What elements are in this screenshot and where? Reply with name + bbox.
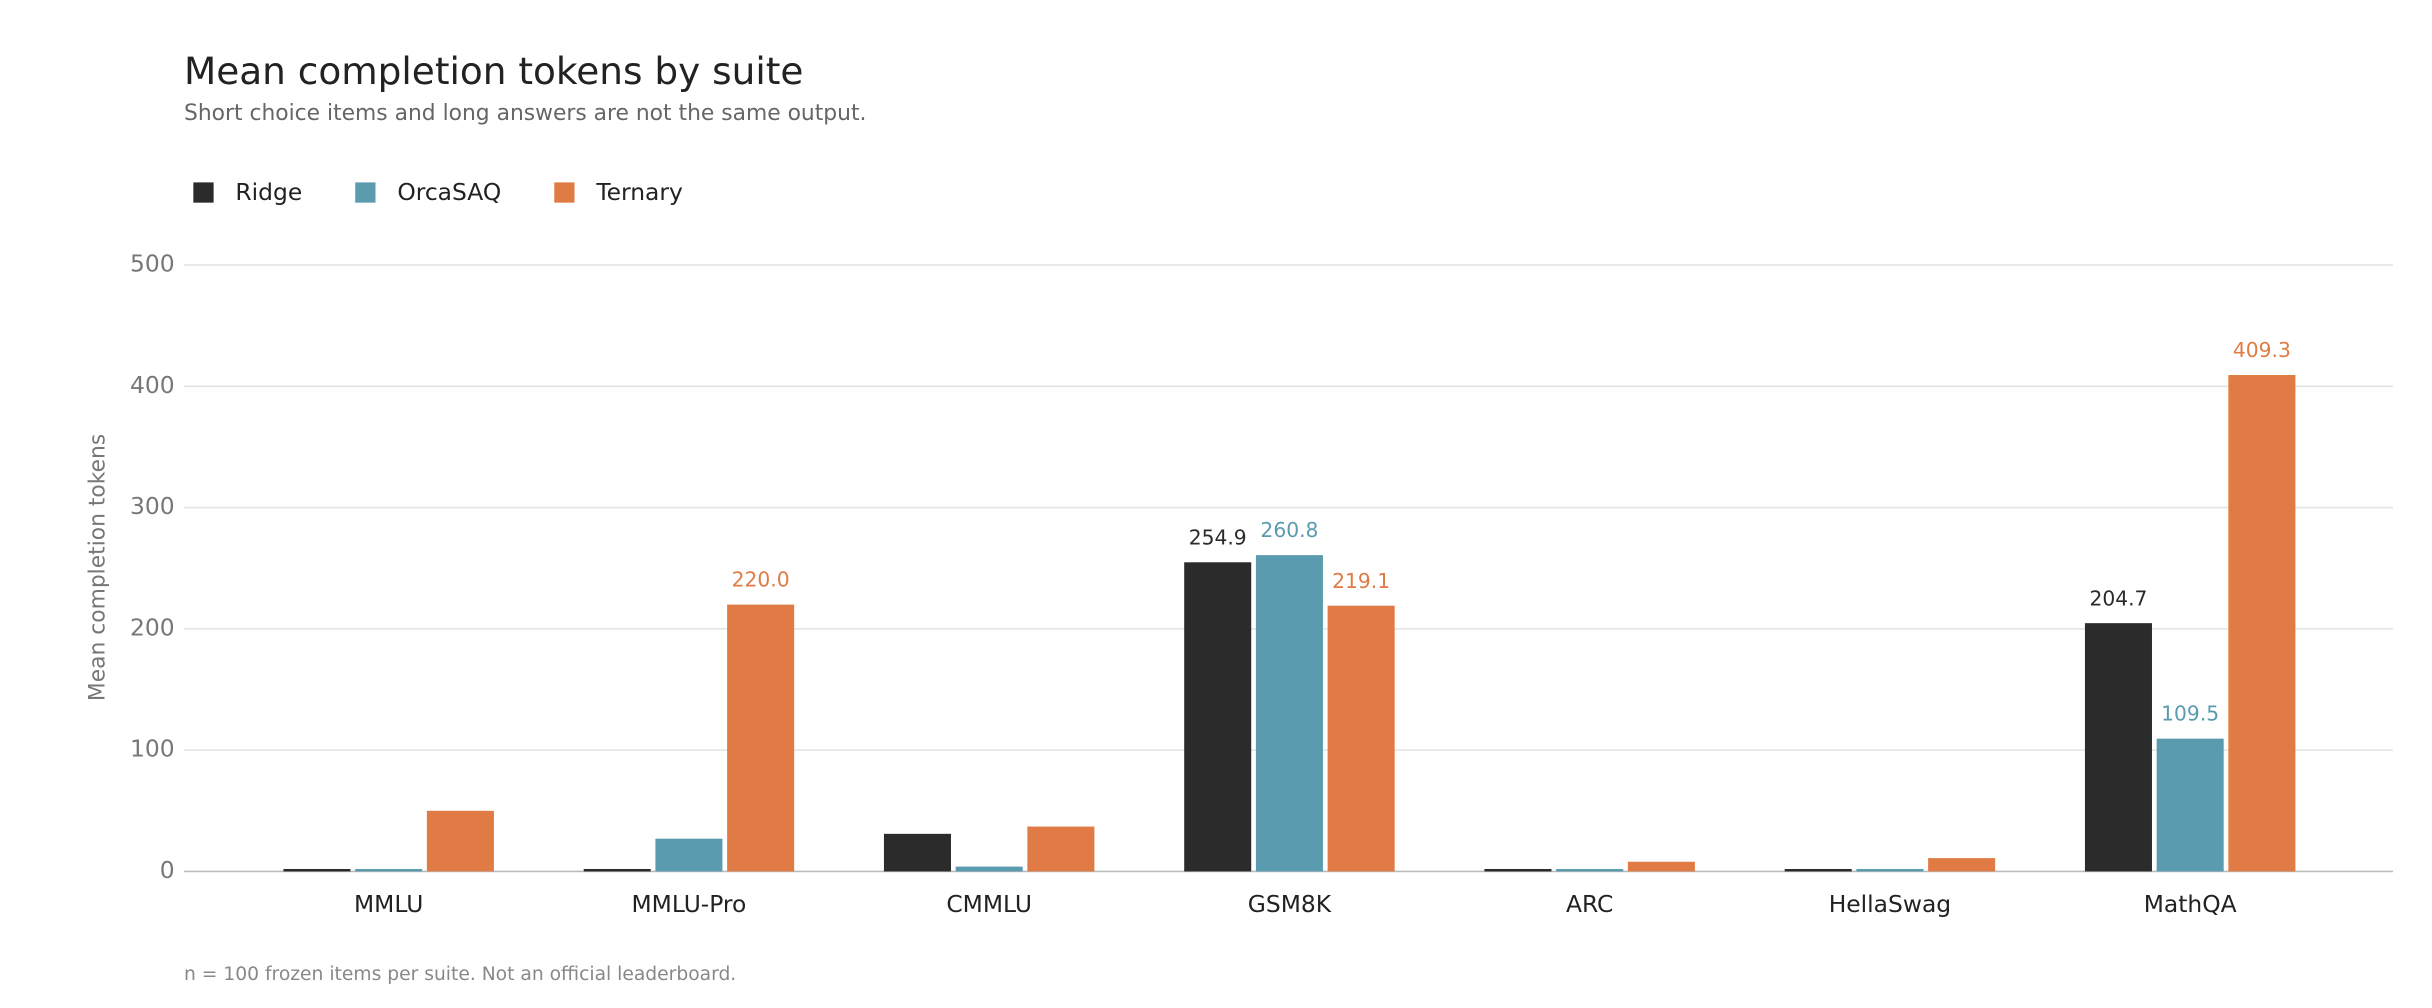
bar <box>355 869 423 872</box>
y-tick-label: 0 <box>160 856 175 884</box>
x-tick-label: HellaSwag <box>1829 890 1951 918</box>
legend-swatch <box>355 182 376 203</box>
bar <box>955 866 1023 872</box>
bar <box>727 604 795 872</box>
value-label: 254.9 <box>1189 525 1247 549</box>
value-label: 260.8 <box>1260 518 1318 542</box>
value-label: 220.0 <box>732 568 790 592</box>
legend-swatch <box>193 182 214 203</box>
bar <box>1928 858 1996 872</box>
legend-label: Ridge <box>235 178 302 206</box>
bar <box>1784 869 1852 872</box>
y-tick-label: 300 <box>130 492 175 520</box>
value-label: 204.7 <box>2089 586 2147 610</box>
y-tick-label: 200 <box>130 613 175 641</box>
bar <box>1184 562 1252 872</box>
x-tick-label: ARC <box>1566 890 1613 918</box>
bar <box>883 833 951 872</box>
y-axis-label: Mean completion tokens <box>85 434 110 701</box>
bar <box>1556 869 1624 872</box>
value-label: 109.5 <box>2161 702 2219 726</box>
bar <box>655 838 723 872</box>
bar <box>1327 605 1395 872</box>
bar <box>1255 555 1323 872</box>
bar <box>1627 861 1695 872</box>
bar <box>283 869 351 872</box>
bar <box>583 869 651 872</box>
x-tick-label: MathQA <box>2144 890 2237 918</box>
legend-label: Ternary <box>595 178 683 206</box>
x-tick-label: CMMLU <box>946 890 1032 918</box>
y-tick-label: 500 <box>130 250 175 278</box>
x-tick-label: GSM8K <box>1248 890 1332 918</box>
bar <box>1856 869 1924 872</box>
legend-label: OrcaSAQ <box>397 178 501 206</box>
chart-subtitle: Short choice items and long answers are … <box>184 101 866 126</box>
value-label: 219.1 <box>1332 569 1390 593</box>
x-tick-label: MMLU <box>354 890 423 918</box>
chart-title: Mean completion tokens by suite <box>184 49 803 93</box>
y-tick-label: 400 <box>130 371 175 399</box>
bar <box>2228 375 2296 872</box>
x-tick-label: MMLU-Pro <box>632 890 747 918</box>
value-label: 409.3 <box>2233 338 2291 362</box>
bar <box>1484 869 1552 872</box>
bar <box>426 810 494 872</box>
bar <box>2156 738 2224 872</box>
legend-swatch <box>554 182 575 203</box>
y-tick-label: 100 <box>130 735 175 763</box>
footnote: n = 100 frozen items per suite. Not an o… <box>184 964 736 985</box>
bar <box>2084 623 2152 872</box>
bar <box>1027 826 1095 872</box>
